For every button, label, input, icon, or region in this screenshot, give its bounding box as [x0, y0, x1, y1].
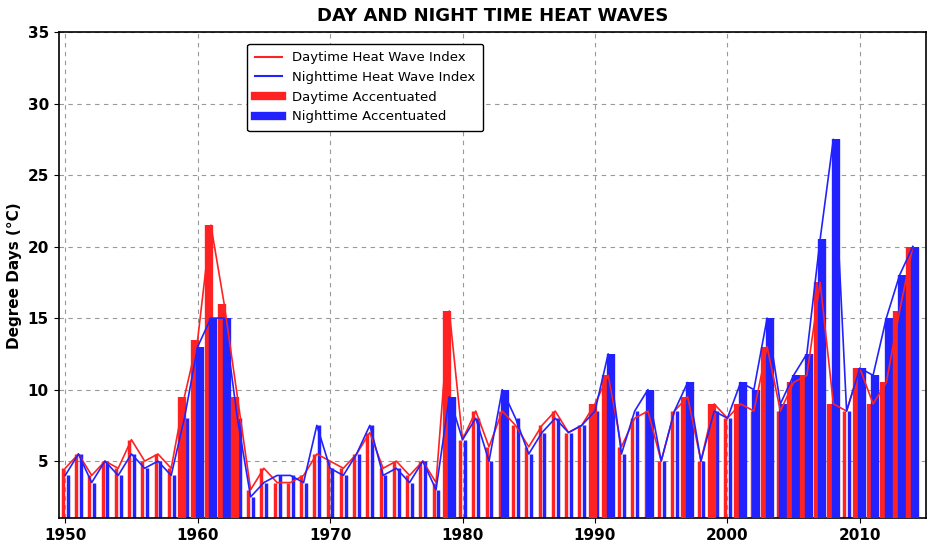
Title: DAY AND NIGHT TIME HEAT WAVES: DAY AND NIGHT TIME HEAT WAVES [316, 7, 668, 25]
Y-axis label: Degree Days (°C): Degree Days (°C) [7, 202, 22, 349]
Legend: Daytime Heat Wave Index, Nighttime Heat Wave Index, Daytime Accentuated, Nightti: Daytime Heat Wave Index, Nighttime Heat … [247, 43, 483, 131]
